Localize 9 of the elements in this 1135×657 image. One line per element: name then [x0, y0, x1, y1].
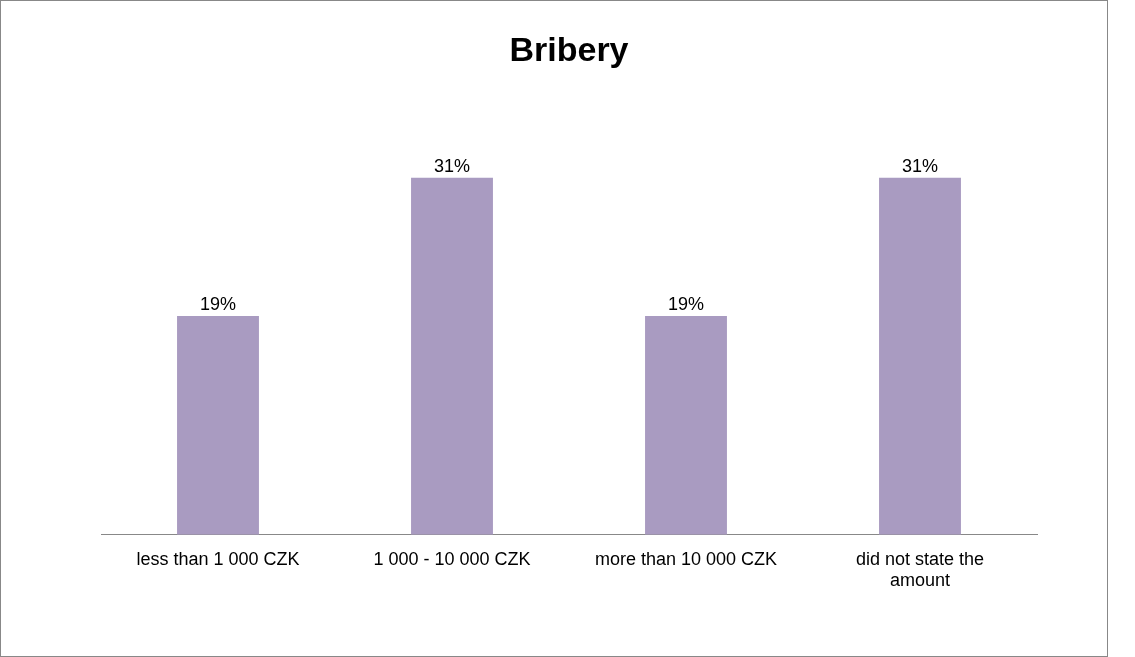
chart-title: Bribery	[509, 29, 629, 68]
data-label: 31%	[901, 155, 939, 176]
x-tick-label: less than 1 000 CZK	[136, 548, 300, 569]
data-label: 19%	[667, 294, 705, 314]
x-tick-label: 1 000 - 10 000 CZK	[373, 548, 531, 569]
x-tick-label: more than 10 000 CZK	[594, 548, 778, 569]
data-label: 31%	[433, 155, 471, 176]
data-label: 19%	[199, 294, 237, 314]
x-tick-label: did not state the amount	[855, 548, 985, 591]
